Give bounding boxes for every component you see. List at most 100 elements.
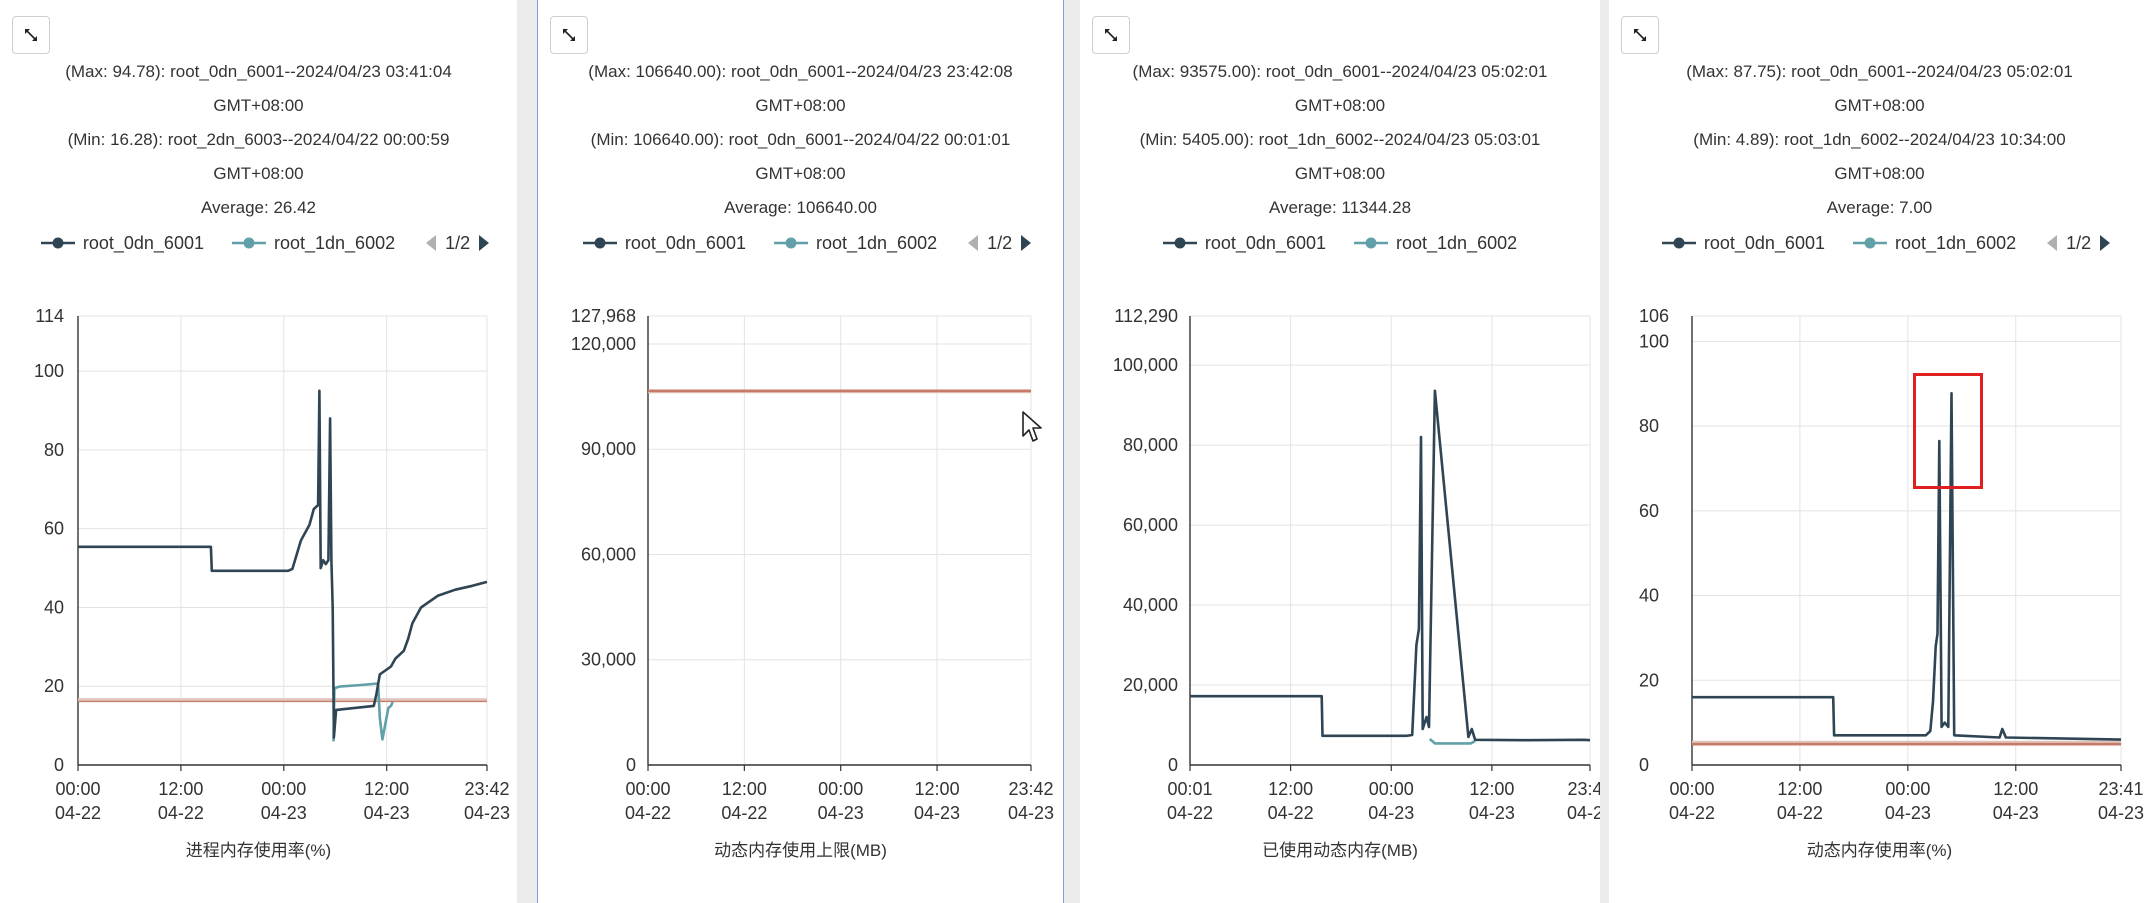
x-tick-date-label: 04-23 [1885, 803, 1931, 823]
x-tick-time-label: 00:00 [261, 779, 306, 799]
y-tick-label: 0 [1168, 755, 1178, 775]
chart-plot: 0 20 40 60 80 100 106 00:00 04-22 12:00 04-22 00:00… [1639, 306, 2144, 823]
legend-next-icon[interactable] [1020, 234, 1032, 252]
legend-label: root_1dn_6002 [815, 232, 938, 253]
legend-line-icon [1852, 236, 1887, 250]
legend-item[interactable]: root_1dn_6002 [1354, 233, 1517, 254]
series-line [1190, 389, 1591, 742]
legend-next-icon[interactable] [478, 234, 490, 252]
x-tick-date-label: 04-22 [1268, 803, 1314, 823]
legend-prev-icon[interactable] [425, 234, 437, 252]
x-tick-time-label: 12:00 [722, 779, 767, 799]
legend: root_0dn_6001 root_1dn_6002 1/2 [0, 230, 517, 256]
x-tick-time-label: 12:00 [915, 779, 960, 799]
x-tick-time-label: 23:42 [1008, 779, 1053, 799]
legend-line-icon [1162, 236, 1197, 250]
x-tick-date-label: 04-22 [1777, 803, 1823, 823]
chart-plot: 0 20 40 60 80 100 114 00:00 04-22 12:00 04-22 00:00… [34, 306, 510, 823]
expand-button[interactable] [550, 16, 588, 54]
y-tick-label: 40,000 [1123, 595, 1178, 615]
legend-label: root_1dn_6002 [1894, 232, 2017, 253]
y-tick-label: 0 [626, 755, 636, 775]
stat-average: Average: 7.00 [1826, 198, 1933, 217]
y-tick-label: 0 [54, 755, 64, 775]
expand-icon [1634, 29, 1646, 41]
x-tick-date-label: 04-23 [1567, 803, 1600, 823]
legend-item[interactable]: root_0dn_6001 [582, 232, 746, 254]
legend-label: root_0dn_6001 [1703, 232, 1825, 253]
y-tick-label: 80 [1639, 416, 1659, 436]
stat-max-text: (Max: 87.75): root_0dn_6001--2024/04/23 … [1686, 62, 2073, 81]
x-tick-date-label: 04-23 [464, 803, 510, 823]
series-line [1692, 391, 2122, 741]
x-tick-date-label: 04-22 [1669, 803, 1715, 823]
chart-plot: 0 20,000 40,000 60,000 80,000 100,000 112,290 0… [1113, 306, 1600, 823]
expand-button[interactable] [1092, 16, 1130, 54]
y-tick-label: 112,290 [1114, 306, 1178, 326]
legend-next-icon[interactable] [2099, 234, 2111, 252]
legend-page-indicator: 1/2 [2066, 232, 2092, 253]
x-tick-date-label: 04-23 [1008, 803, 1054, 823]
legend-item[interactable]: root_1dn_6002 [1852, 232, 2017, 254]
y-tick-label: 40 [44, 597, 64, 617]
legend-item[interactable]: root_0dn_6001 [1162, 232, 1326, 254]
expand-icon [1105, 29, 1117, 41]
legend: root_0dn_6001 root_1dn_6002 [1080, 230, 1600, 256]
chart-panel-used-dynamic-memory: (Max: 93575.00): root_0dn_6001--2024/04/… [1080, 0, 1600, 903]
y-tick-label: 20 [44, 676, 64, 696]
legend-prev-icon[interactable] [967, 234, 979, 252]
y-tick-label: 80 [44, 440, 64, 460]
expand-icon [25, 29, 37, 41]
legend-item[interactable]: root_0dn_6001 [1661, 232, 1825, 254]
x-tick-time-label: 12:00 [158, 779, 203, 799]
y-tick-label: 114 [35, 306, 64, 326]
x-tick-date-label: 04-23 [2098, 803, 2144, 823]
chart-panel-dynamic-memory-limit: (Max: 106640.00): root_0dn_6001--2024/04… [537, 0, 1064, 903]
legend: root_0dn_6001 root_1dn_6002 1/2 [1609, 230, 2150, 256]
x-tick-date-label: 04-23 [261, 803, 307, 823]
x-tick-time-label: 00:01 [1167, 779, 1212, 799]
y-tick-label: 100 [34, 361, 64, 381]
legend-label: root_0dn_6001 [624, 232, 746, 253]
axis-title: 进程内存使用率(%) [185, 841, 332, 860]
x-tick-date-label: 04-23 [1469, 803, 1515, 823]
legend-line-icon [231, 236, 266, 250]
stat-max-timezone: GMT+08:00 [1294, 96, 1386, 115]
y-tick-label: 127,968 [571, 306, 636, 326]
y-tick-label: 106 [1639, 306, 1669, 326]
legend-page-indicator: 1/2 [987, 232, 1013, 253]
stat-average: Average: 26.42 [201, 198, 316, 217]
y-tick-label: 100 [1639, 331, 1669, 351]
legend-label: root_1dn_6002 [273, 232, 396, 253]
y-tick-label: 20 [1639, 670, 1659, 690]
x-tick-time-label: 00:00 [55, 779, 100, 799]
stat-min-text: (Min: 16.28): root_2dn_6003--2024/04/22 … [67, 130, 450, 149]
axis-title: 动态内存使用上限(MB) [714, 841, 887, 860]
x-tick-date-label: 04-22 [158, 803, 204, 823]
x-tick-date-label: 04-23 [364, 803, 410, 823]
y-tick-label: 60 [44, 519, 64, 539]
stat-min-text: (Min: 106640.00): root_0dn_6001--2024/04… [590, 130, 1011, 149]
y-tick-label: 120,000 [571, 334, 636, 354]
x-tick-date-label: 04-22 [721, 803, 767, 823]
legend-line-icon [773, 236, 808, 250]
legend-item[interactable]: root_1dn_6002 [773, 232, 938, 254]
expand-button[interactable] [12, 16, 50, 54]
stat-min-timezone: GMT+08:00 [755, 164, 846, 183]
x-tick-time-label: 00:00 [1669, 779, 1714, 799]
x-tick-date-label: 04-23 [1993, 803, 2039, 823]
expand-icon [563, 29, 575, 41]
x-tick-date-label: 04-23 [914, 803, 960, 823]
expand-button[interactable] [1621, 16, 1659, 54]
stat-max-timezone: GMT+08:00 [755, 96, 846, 115]
x-tick-time-label: 12:00 [1777, 779, 1822, 799]
legend-item[interactable]: root_1dn_6002 [231, 232, 396, 254]
legend-prev-icon[interactable] [2046, 234, 2058, 252]
legend-label: root_0dn_6001 [1204, 232, 1326, 253]
series-line [78, 389, 488, 739]
stat-max-text: (Max: 106640.00): root_0dn_6001--2024/04… [588, 62, 1013, 81]
y-tick-label: 90,000 [581, 439, 636, 459]
legend-item[interactable]: root_0dn_6001 [40, 233, 204, 254]
legend-line-icon [40, 236, 75, 250]
x-tick-date-label: 04-22 [625, 803, 671, 823]
